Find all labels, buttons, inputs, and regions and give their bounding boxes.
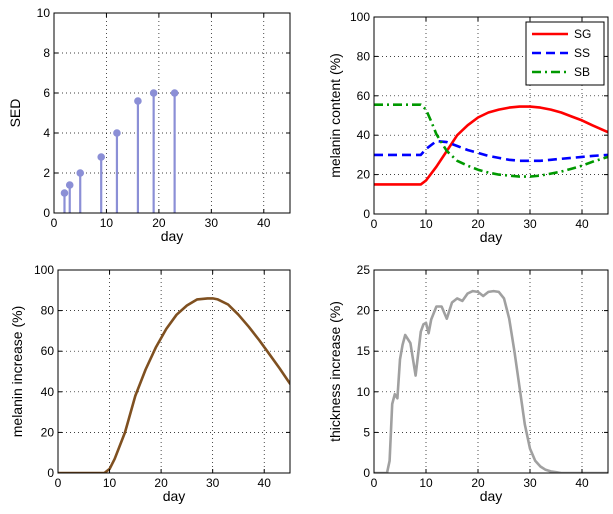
stem-marker: [170, 89, 179, 97]
y-tick-label: 40: [357, 128, 371, 142]
x-tick-label: 30: [523, 217, 537, 231]
stem-marker: [113, 129, 121, 137]
series-group: [374, 289, 608, 473]
x-tick-label: 30: [523, 476, 537, 490]
x-tick-label: 10: [419, 217, 433, 231]
y-tick-label: 100: [34, 263, 54, 277]
y-tick-label: 2: [43, 166, 50, 180]
chart-panel-2: 0 10 20 30 40 0 20 40 60 80 100 day melanin content …: [327, 10, 609, 245]
stem-marker: [76, 169, 85, 177]
stem-marker: [97, 153, 105, 161]
chart-panel-1: 0 10 20 30 40 0 2 4 6 8 10 day SED: [7, 6, 291, 244]
y-tick-label: 10: [37, 6, 51, 20]
y-tick-label: 4: [43, 126, 50, 140]
y-tick-label: 0: [363, 207, 370, 221]
stem-marker: [65, 181, 74, 189]
x-tick-label: 0: [371, 476, 378, 490]
x-tick-label: 0: [55, 476, 62, 490]
legend-label-sb: SB: [574, 65, 590, 79]
axes-box: [373, 269, 609, 474]
x-axis-label: day: [161, 228, 184, 244]
y-axis-label: SED: [7, 99, 23, 128]
series-line-1: [374, 289, 608, 473]
y-tick-label: 10: [357, 385, 371, 399]
y-tick-label: 0: [363, 466, 370, 480]
x-tick-label: 10: [100, 216, 114, 230]
series-group: [374, 103, 608, 186]
x-tick-label: 40: [575, 217, 589, 231]
y-tick-label: 40: [41, 385, 55, 399]
legend: SG SS SB: [525, 21, 605, 86]
axes-box: [373, 16, 609, 215]
y-tick-label: 60: [41, 344, 55, 358]
x-axis-label: day: [480, 488, 503, 504]
legend-label-ss: SS: [574, 46, 590, 60]
y-tick-label: 0: [47, 466, 54, 480]
x-tick-label: 40: [575, 476, 589, 490]
y-tick-label: 6: [43, 86, 50, 100]
axes-box: [57, 269, 291, 474]
y-axis-label: melanin increase (%): [9, 306, 25, 438]
series-line-1: [58, 297, 290, 473]
y-tick-label: 8: [43, 46, 50, 60]
x-tick-label: 10: [103, 476, 117, 490]
axes-box: [53, 12, 291, 214]
series-line-sb: [374, 103, 608, 178]
x-tick-label: 20: [471, 217, 485, 231]
y-tick-label: 20: [41, 425, 55, 439]
legend-label-sg: SG: [574, 27, 591, 41]
x-tick-label: 30: [205, 216, 219, 230]
y-tick-label: 60: [357, 89, 371, 103]
chart-panel-4: 0 10 20 30 40 0 5 10 15 20 25 day thickness increase…: [327, 263, 609, 504]
x-tick-label: 40: [258, 476, 272, 490]
y-tick-label: 100: [350, 10, 370, 24]
y-tick-label: 20: [357, 168, 371, 182]
y-tick-label: 0: [43, 206, 50, 220]
y-tick-label: 80: [357, 49, 371, 63]
chart-panel-3: 0 10 20 30 40 0 20 40 60 80 100 day melanin increase…: [9, 263, 291, 504]
y-tick-label: 25: [357, 263, 371, 277]
series-group: [60, 89, 179, 213]
y-tick-label: 5: [363, 425, 370, 439]
y-tick-label: 80: [41, 304, 55, 318]
x-tick-label: 0: [51, 216, 58, 230]
y-axis-label: melanin content (%): [327, 53, 343, 178]
x-tick-label: 40: [257, 216, 271, 230]
series-group: [58, 297, 290, 473]
y-tick-label: 15: [357, 344, 371, 358]
y-axis-label: thickness increase (%): [327, 301, 343, 442]
x-tick-label: 0: [371, 217, 378, 231]
y-tick-label: 20: [357, 304, 371, 318]
x-tick-label: 20: [152, 216, 166, 230]
x-tick-label: 20: [154, 476, 168, 490]
x-axis-label: day: [480, 229, 503, 245]
series-line-ss: [374, 139, 608, 163]
x-tick-label: 30: [206, 476, 220, 490]
x-axis-label: day: [163, 488, 186, 504]
x-tick-label: 10: [419, 476, 433, 490]
x-tick-label: 20: [471, 476, 485, 490]
stem-marker: [60, 189, 69, 197]
stem-marker: [149, 89, 158, 97]
stem-marker: [134, 97, 142, 105]
series-line-sg: [374, 105, 608, 186]
